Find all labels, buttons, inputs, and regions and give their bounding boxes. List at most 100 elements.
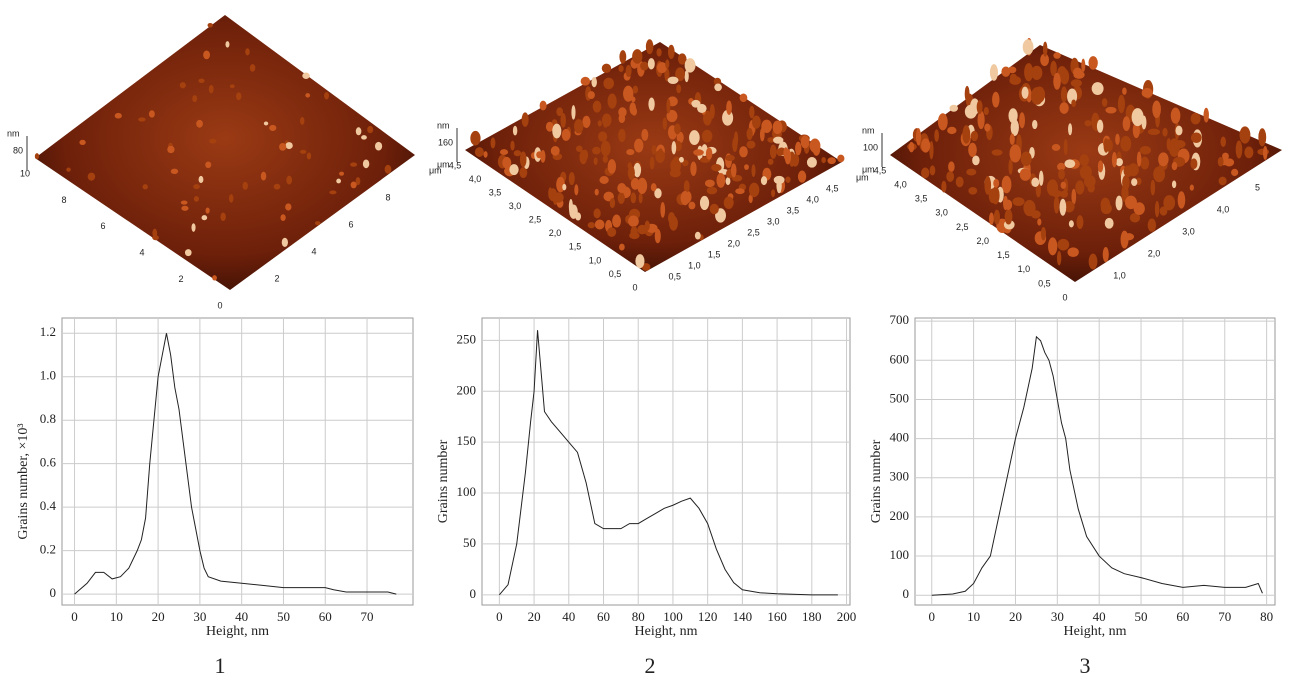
right-axis-tick: 4: [311, 246, 316, 256]
surface-peak: [656, 62, 668, 74]
surface-peak: [87, 172, 96, 181]
surface-peak: [674, 123, 681, 135]
right-axis-unit: μm: [856, 172, 869, 182]
surface-peak: [1024, 63, 1034, 82]
surface-peak: [699, 195, 710, 211]
surface-peak: [201, 215, 208, 221]
surface-peak: [34, 153, 40, 160]
surface-peak: [701, 129, 713, 143]
surface-peak: [693, 149, 704, 156]
surface-peak: [1009, 133, 1015, 146]
y-axis-label: Grains number: [436, 439, 451, 523]
surface-peak: [688, 201, 696, 210]
x-tick-label: 70: [361, 609, 374, 624]
surface-peak: [921, 138, 931, 153]
z-tick-label: 160: [438, 137, 453, 147]
surface-peak: [1084, 120, 1092, 127]
y-tick-label: 300: [890, 469, 910, 484]
surface-peak: [587, 91, 595, 99]
left-axis-tick: 4,5: [874, 165, 887, 175]
left-axis-tick: 3,0: [935, 208, 948, 218]
surface-peak: [760, 176, 768, 186]
right-axis-tick: 3,0: [767, 216, 780, 226]
x-tick-label: 180: [802, 609, 822, 624]
surface-peak: [627, 165, 635, 181]
right-axis-tick: 2,5: [747, 227, 760, 237]
surface-peak: [193, 184, 200, 190]
surface-peak: [1059, 102, 1069, 114]
surface-peak: [1139, 145, 1152, 155]
surface-peak: [689, 130, 700, 146]
x-axis-label: Height, nm: [635, 624, 698, 639]
surface-peak: [545, 121, 554, 132]
surface-peak: [1057, 162, 1066, 171]
surface-peak: [235, 92, 242, 101]
surface-peak: [1117, 94, 1125, 114]
surface-peak: [638, 192, 643, 204]
left-axis-tick: 8: [61, 195, 66, 205]
surface-peak: [618, 128, 626, 143]
surface-peak: [355, 127, 362, 136]
surface-peak: [1154, 200, 1160, 218]
surface-peak: [560, 112, 566, 128]
surface-peak: [1059, 198, 1067, 216]
surface-peak: [603, 77, 615, 90]
surface-peak: [600, 140, 611, 157]
panel-label: 1: [215, 653, 226, 678]
surface-peak: [806, 157, 817, 168]
y-tick-label: 500: [890, 390, 910, 405]
surface-peak: [662, 117, 667, 130]
y-tick-label: 1.2: [40, 324, 56, 339]
surface-peak: [502, 156, 512, 169]
surface-peak: [114, 112, 122, 119]
surface-peak: [915, 128, 922, 146]
x-tick-label: 200: [837, 609, 857, 624]
surface-peak: [683, 180, 690, 193]
surface-peak: [242, 181, 248, 190]
surface-peak: [667, 44, 675, 59]
surface-peak: [744, 164, 749, 170]
surface-peak: [641, 128, 649, 141]
x-tick-label: 30: [193, 609, 206, 624]
surface-peak: [1120, 135, 1132, 152]
surface-peak: [1081, 58, 1086, 72]
right-axis-tick: 8: [385, 192, 390, 202]
surface-peak: [671, 141, 677, 155]
surface-peak: [1244, 146, 1254, 159]
surface-peak: [1057, 238, 1070, 251]
surface-peak: [666, 109, 678, 123]
right-axis-unit: μm: [429, 165, 442, 175]
surface-peak: [1050, 60, 1057, 77]
surface-peak: [631, 107, 638, 116]
surface: [465, 42, 842, 272]
y-tick-label: 150: [457, 433, 477, 448]
surface-peak: [725, 177, 731, 185]
surface-peak: [302, 72, 310, 79]
surface-peak: [1123, 165, 1133, 177]
surface-peak: [1190, 112, 1201, 125]
y-tick-label: 700: [890, 312, 910, 327]
surface-peak: [634, 138, 644, 153]
surface-peak: [286, 175, 293, 185]
surface-peak: [539, 100, 547, 111]
x-axis-label: Height, nm: [1064, 624, 1127, 639]
surface-peak: [593, 157, 598, 166]
surface-peak: [934, 129, 940, 142]
x-tick-label: 60: [319, 609, 332, 624]
surface-peak: [350, 181, 357, 189]
surface-peak: [725, 154, 735, 161]
surface-peak: [705, 147, 713, 160]
left-axis-tick: 1,5: [569, 242, 582, 252]
surface-peak: [746, 140, 756, 149]
surface-peak: [702, 110, 712, 126]
surface-peak: [574, 184, 579, 196]
surface-peak: [1162, 127, 1168, 137]
surface-peak: [684, 70, 689, 83]
surface-peak: [785, 176, 791, 183]
surface-peak: [1040, 226, 1047, 241]
surface-peak: [691, 99, 701, 108]
x-tick-label: 20: [152, 609, 165, 624]
surface-peak: [619, 50, 627, 64]
surface-peak: [148, 110, 155, 118]
surface-peak: [1111, 152, 1117, 168]
